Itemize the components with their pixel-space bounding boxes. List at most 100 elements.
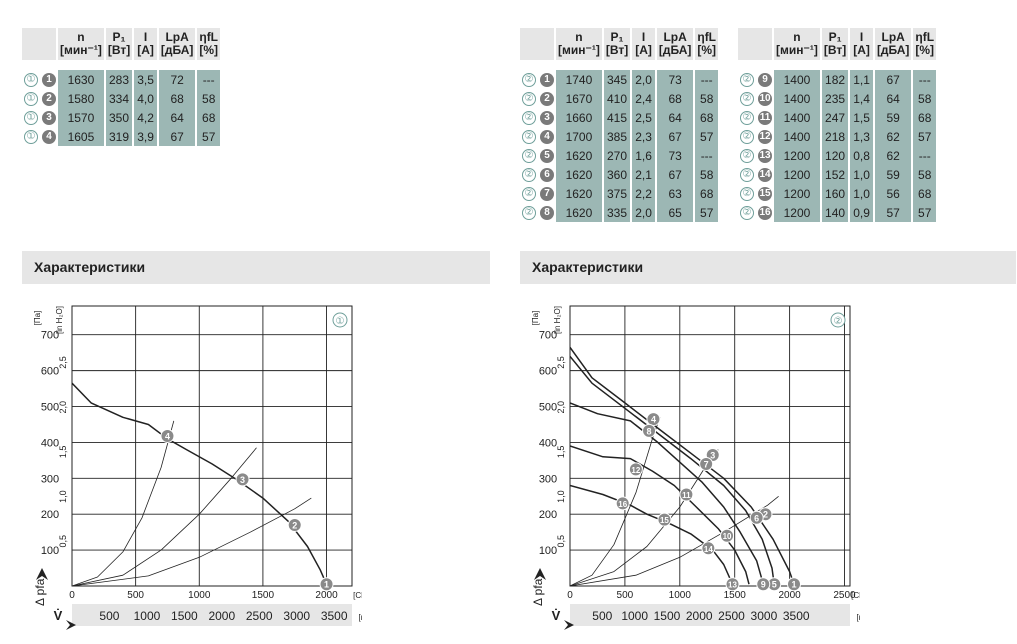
- table-cell: 63: [656, 184, 694, 203]
- table-cell: 57: [913, 203, 937, 222]
- row-gap: [720, 127, 736, 146]
- table-cell: 1620: [556, 184, 602, 203]
- table-cell: 1400: [774, 108, 820, 127]
- table-cell: 1580: [58, 89, 104, 108]
- col-unit: [дБА]: [876, 43, 910, 57]
- table-cell: 120: [821, 146, 849, 165]
- table-cell: 385: [603, 127, 631, 146]
- x-tick-label: 1000: [188, 590, 211, 601]
- table-cell: 1620: [556, 146, 602, 165]
- table-cell: 160: [821, 184, 849, 203]
- operating-table-1: n [мин⁻¹] P₁ [Вт] I [A] LpA [дБА] ηfL [%] ① 1 1630 28…: [20, 28, 222, 146]
- col-header: n [мин⁻¹]: [556, 28, 602, 60]
- point-icon: 6: [540, 167, 554, 182]
- table-cell: 1200: [774, 203, 820, 222]
- col-name: I: [641, 30, 646, 44]
- col-name: ηfL: [199, 30, 219, 44]
- table-cell: 1400: [774, 70, 820, 89]
- col-name: LpA: [165, 30, 189, 44]
- col-unit: [%]: [915, 43, 935, 57]
- m3h-tick-label: 2500: [718, 609, 745, 623]
- point-icon: 7: [540, 186, 554, 201]
- row-marker: ② 10: [738, 89, 773, 108]
- point-icon: 11: [758, 110, 773, 125]
- x-unit-label: [CFM]: [353, 591, 362, 600]
- point-icon: 8: [540, 205, 554, 220]
- table-cell: 58: [197, 89, 221, 108]
- m3h-tick-label: 500: [592, 609, 612, 623]
- col-unit: [Вт]: [823, 43, 847, 57]
- table-cell: 59: [874, 165, 912, 184]
- x-tick-label: 500: [127, 590, 144, 601]
- table-cell: 235: [821, 89, 849, 108]
- header-spacer: [22, 28, 56, 60]
- table-cell: 68: [158, 89, 196, 108]
- y2-tick-label: 0,5: [556, 535, 566, 548]
- operating-point-label: 3: [710, 450, 715, 460]
- table-cell: 247: [821, 108, 849, 127]
- x-axis-arrow-icon: [66, 620, 76, 630]
- table-cell: 3,5: [134, 70, 157, 89]
- operating-point-label: 9: [761, 580, 766, 590]
- curve-icon: ②: [522, 148, 536, 163]
- table-cell: 57: [913, 127, 937, 146]
- operating-point-marker: [756, 577, 771, 592]
- m3h-tick-label: 1000: [621, 609, 648, 623]
- table-cell: 67: [874, 70, 912, 89]
- col-name: P₁: [610, 30, 624, 44]
- y2-tick-label: 2,5: [556, 356, 566, 369]
- table-cell: 2,0: [632, 203, 655, 222]
- operating-point-marker: [319, 577, 334, 592]
- operating-point-marker: [701, 541, 716, 556]
- x-tick-label: 2000: [315, 590, 338, 601]
- point-icon: 14: [758, 167, 773, 182]
- operating-point-label: 3: [240, 475, 245, 485]
- table-cell: 2,4: [632, 89, 655, 108]
- operating-point-label: 4: [651, 415, 656, 425]
- table-cell: 1700: [556, 127, 602, 146]
- section-title-right: Характеристики: [532, 259, 644, 275]
- m3h-tick-label: 500: [99, 609, 119, 623]
- table-cell: 64: [656, 108, 694, 127]
- y2-tick-label: 2,5: [58, 356, 68, 369]
- operating-point-label: 14: [704, 545, 713, 554]
- table-cell: 410: [603, 89, 631, 108]
- header-spacer: [520, 28, 554, 60]
- row-marker: ② 12: [738, 127, 773, 146]
- point-icon: 1: [42, 72, 56, 87]
- point-icon: 2: [42, 91, 56, 106]
- curve-icon: ②: [740, 186, 755, 201]
- y2-tick-label: 1,0: [58, 490, 68, 503]
- row-gap: [720, 165, 736, 184]
- table-cell: ---: [695, 70, 719, 89]
- curve-icon: ②: [740, 72, 755, 87]
- col-header: n [мин⁻¹]: [774, 28, 820, 60]
- chart-2: 0 500 1000 1500 2000 250010020030040050060070…: [531, 305, 860, 630]
- operating-point-label: 7: [704, 459, 709, 469]
- col-header: I [A]: [632, 28, 655, 60]
- col-name: I: [143, 30, 148, 44]
- curve-icon: ②: [740, 91, 755, 106]
- y-tick-label: 400: [539, 437, 557, 449]
- table-cell: 1620: [556, 203, 602, 222]
- table-cell: 334: [105, 89, 133, 108]
- point-icon: 1: [540, 72, 554, 87]
- table-cell: 319: [105, 127, 133, 146]
- table-cell: 62: [874, 146, 912, 165]
- y-tick-label: 300: [539, 473, 557, 485]
- point-icon: 4: [540, 129, 554, 144]
- table-cell: 58: [913, 89, 937, 108]
- table-cell: 72: [158, 70, 196, 89]
- row-marker: ② 14: [738, 165, 773, 184]
- row-gap: [720, 108, 736, 127]
- operating-point-label: 1: [791, 580, 796, 590]
- row-gap: [720, 146, 736, 165]
- table-row: ① 2 1580 334 4,0 68 58: [22, 89, 221, 108]
- y-tick-label: 700: [41, 330, 59, 342]
- table-cell: 67: [656, 165, 694, 184]
- col-unit: [%]: [697, 43, 717, 57]
- col-header: ηfL [%]: [695, 28, 719, 60]
- table-cell: 68: [695, 184, 719, 203]
- operating-point-marker: [787, 577, 801, 592]
